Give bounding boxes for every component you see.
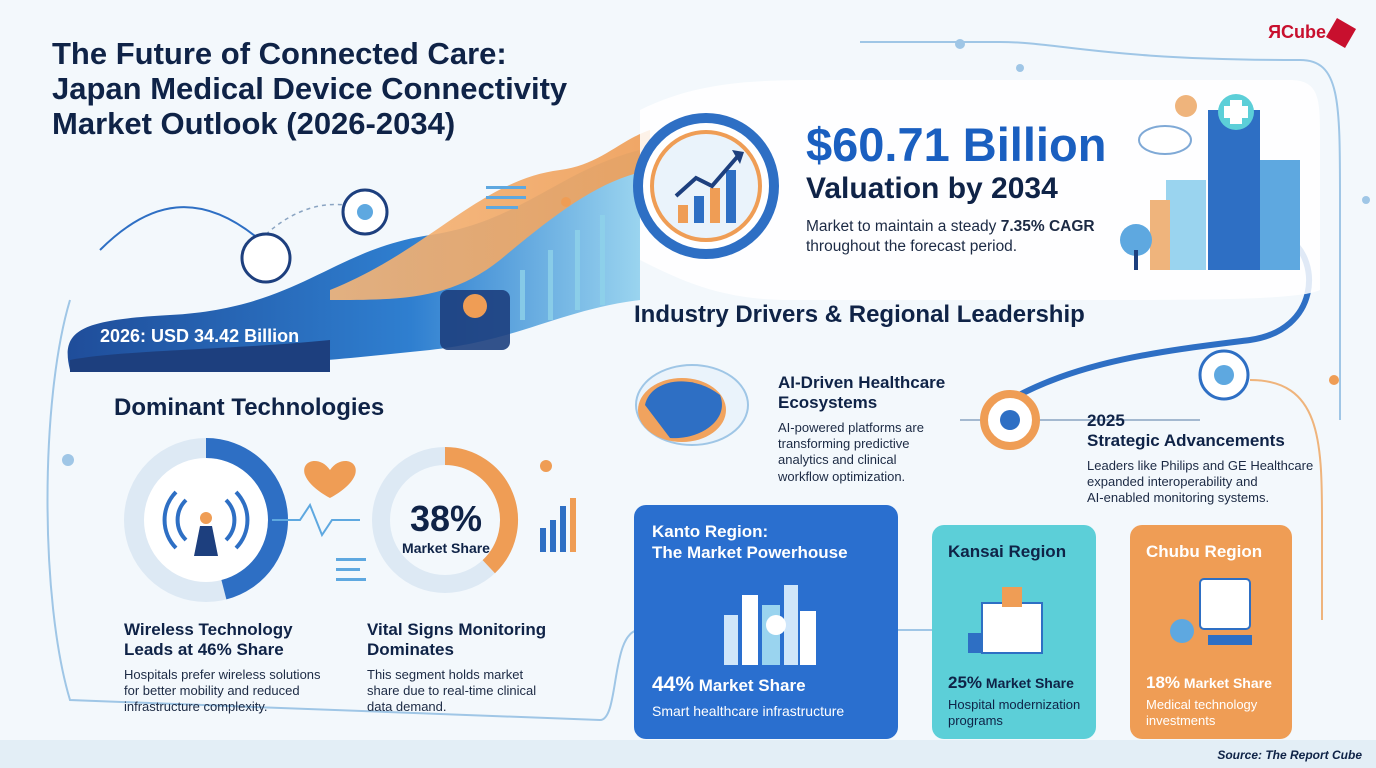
title-line-1: The Future of Connected Care:: [52, 36, 507, 71]
strategic-title-line-1: 2025: [1087, 411, 1125, 430]
ai-desc-line-4: workflow optimization.: [778, 468, 906, 484]
vitals-donut-pct: 38%: [409, 498, 483, 539]
chubu-share: 18% Market Share: [1146, 673, 1272, 693]
kanto-share: 44% Market Share: [652, 673, 806, 697]
chubu-desc-line-2: investments: [1146, 712, 1216, 728]
kanto-title: Kanto Region: The Market Powerhouse: [652, 521, 848, 564]
technologies-heading: Dominant Technologies: [114, 394, 385, 421]
wireless-title-line-1: Wireless Technology: [124, 620, 293, 639]
chubu-title: Chubu Region: [1146, 542, 1263, 561]
strategic-description: Leaders like Philips and GE Healthcare e…: [1087, 458, 1337, 507]
ai-title-line-2: Ecosystems: [778, 393, 878, 413]
strategic-card: 2025 Strategic Advancements Leaders like…: [1087, 411, 1337, 507]
source-credit: Source: The Report Cube: [1217, 748, 1362, 762]
wireless-desc-line-2: for better mobility and reduced: [124, 683, 300, 699]
region-card-kansai: Kansai Region 25% Market Share Hospital …: [932, 525, 1096, 739]
hospital-icon: [968, 587, 1043, 654]
chubu-desc-line-1: Medical technology: [1146, 697, 1258, 712]
ai-title-line-1: AI-Driven Healthcare: [778, 373, 946, 392]
wireless-description: Hospitals prefer wireless solutions for …: [124, 667, 354, 716]
region-card-kanto: Kanto Region: The Market Powerhouse 44% …: [634, 505, 898, 739]
valuation-desc-suffix: throughout the forecast period.: [806, 238, 1018, 256]
kansai-desc-line-2: programs: [948, 712, 1003, 728]
ai-desc-line-3: analytics and clinical: [778, 452, 897, 468]
wireless-desc-line-3: infrastructure complexity.: [124, 699, 268, 715]
strategic-desc-line-2: expanded interoperability and: [1087, 474, 1258, 490]
baseline-label: 2026: USD 34.42 Billion: [100, 326, 300, 346]
vitals-donut-text: Market Share: [402, 540, 490, 556]
kanto-title-line-1: Kanto Region:: [652, 522, 769, 541]
region-card-chubu: Chubu Region 18% Market Share Medical te…: [1130, 525, 1292, 739]
valuation-value: $60.71 Billion: [806, 118, 1107, 171]
ai-card: AI-Driven Healthcare Ecosystems AI-power…: [778, 373, 978, 485]
ai-desc-line-1: AI-powered platforms are: [778, 419, 924, 435]
drivers-heading: Industry Drivers & Regional Leadership: [634, 301, 1085, 328]
chubu-desc: Medical technology investments: [1146, 697, 1257, 728]
vitals-donut-label: 38% Market Share: [398, 498, 494, 556]
strategic-title: 2025 Strategic Advancements: [1087, 411, 1337, 452]
kansai-desc: Hospital modernization programs: [948, 697, 1080, 728]
chubu-share-label: Market Share: [1183, 675, 1272, 691]
vitals-title-line-1: Vital Signs Monitoring: [367, 620, 547, 639]
kansai-title: Kansai Region: [948, 542, 1067, 561]
valuation-subtitle: Valuation by 2034: [806, 172, 1058, 205]
ai-title: AI-Driven Healthcare Ecosystems: [778, 373, 978, 414]
kansai-desc-line-1: Hospital modernization: [948, 697, 1081, 712]
kansai-pct: 25%: [948, 673, 983, 692]
title-line-3: Market Outlook (2026-2034): [52, 106, 456, 142]
valuation-description: Market to maintain a steady 7.35% CAGR t…: [806, 217, 1126, 257]
ai-desc-line-2: transforming predictive: [778, 436, 910, 452]
wireless-desc-line-1: Hospitals prefer wireless solutions: [124, 666, 321, 682]
kansai-share: 25% Market Share: [948, 673, 1074, 693]
vitals-desc-line-3: data demand.: [367, 699, 447, 715]
cube-icon: [1325, 18, 1357, 49]
vitals-title-line-2: Dominates: [367, 640, 454, 660]
logo-text: ЯCube: [1268, 22, 1326, 42]
valuation-desc-prefix: Market to maintain a steady: [806, 218, 1001, 235]
medical-tech-icon: [1170, 578, 1252, 645]
kanto-share-label: Market Share: [698, 676, 806, 695]
city-icon: [724, 585, 816, 665]
page-title: The Future of Connected Care: Japan Medi…: [52, 36, 672, 141]
vitals-description: This segment holds market share due to r…: [367, 667, 577, 716]
vitals-desc-line-1: This segment holds market: [367, 666, 524, 682]
vitals-desc-line-2: share due to real-time clinical: [367, 683, 537, 699]
strategic-desc-line-3: AI-enabled monitoring systems.: [1087, 490, 1270, 506]
chubu-pct: 18%: [1146, 673, 1181, 692]
valuation-cagr: 7.35% CAGR: [1000, 218, 1095, 235]
kanto-title-line-2: The Market Powerhouse: [652, 543, 848, 563]
kansai-share-label: Market Share: [985, 675, 1074, 691]
wireless-card: Wireless Technology Leads at 46% Share H…: [124, 620, 354, 716]
kanto-pct: 44%: [652, 673, 695, 696]
ai-description: AI-powered platforms are transforming pr…: [778, 420, 978, 485]
wireless-title: Wireless Technology Leads at 46% Share: [124, 620, 354, 661]
brand-logo: ЯCube: [1268, 18, 1357, 49]
title-line-2: Japan Medical Device Connectivity: [52, 71, 568, 107]
vitals-title: Vital Signs Monitoring Dominates: [367, 620, 577, 661]
strategic-desc-line-1: Leaders like Philips and GE Healthcare: [1087, 457, 1314, 473]
vitals-card: Vital Signs Monitoring Dominates This se…: [367, 620, 577, 716]
strategic-title-line-2: Strategic Advancements: [1087, 431, 1285, 451]
kanto-desc: Smart healthcare infrastructure: [652, 703, 845, 719]
wireless-title-line-2: Leads at 46% Share: [124, 640, 284, 660]
